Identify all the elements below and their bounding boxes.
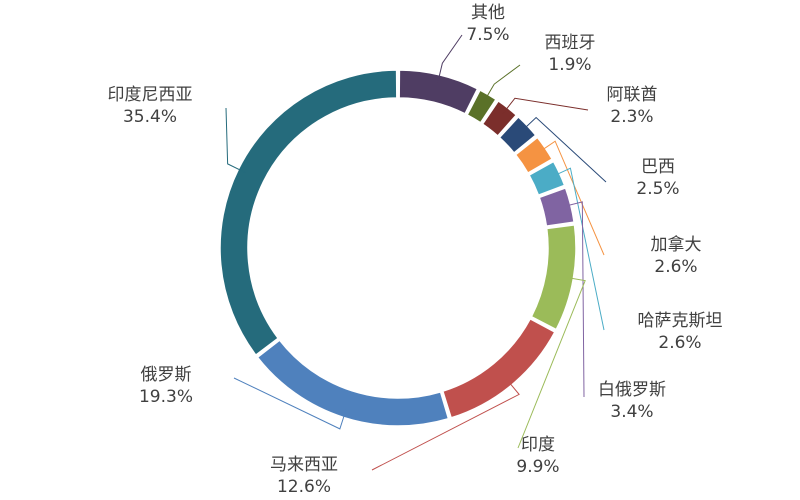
slice-percent: 19.3%: [139, 387, 193, 407]
leader-line-印度: [517, 276, 586, 449]
slice-percent: 2.6%: [654, 257, 697, 277]
slice-label-白俄罗斯: 白俄罗斯 3.4%: [598, 380, 666, 422]
slice-西班牙: [466, 89, 497, 124]
leader-line-阿联酋: [502, 97, 589, 115]
slice-label-印度: 印度 9.9%: [516, 435, 559, 477]
leader-line-印度尼西亚: [225, 107, 246, 174]
slice-name: 其他: [471, 3, 505, 23]
slice-加拿大: [514, 136, 554, 175]
slice-哈萨克斯坦: [528, 160, 566, 197]
slice-name: 加拿大: [651, 234, 702, 255]
slice-percent: 2.6%: [658, 333, 701, 353]
slice-percent: 3.4%: [610, 402, 653, 422]
slice-label-马来西亚: 马来西亚 12.6%: [270, 455, 338, 497]
slice-label-印度尼西亚: 印度尼西亚 35.4%: [108, 85, 193, 127]
slice-percent: 1.9%: [548, 55, 591, 75]
slice-name: 印度: [521, 435, 555, 455]
slice-name: 俄罗斯: [141, 365, 192, 385]
leader-line-西班牙: [483, 64, 521, 102]
slice-percent: 2.3%: [610, 107, 653, 127]
slice-percent: 7.5%: [466, 25, 509, 45]
slice-name: 西班牙: [545, 33, 596, 53]
slice-name: 阿联酋: [607, 85, 658, 105]
slice-percent: 9.9%: [516, 457, 559, 477]
slice-label-哈萨克斯坦: 哈萨克斯坦 2.6%: [638, 311, 723, 353]
slice-name: 哈萨克斯坦: [638, 311, 723, 331]
slice-label-巴西: 巴西 2.5%: [636, 157, 679, 199]
slice-俄罗斯: [256, 339, 450, 427]
slice-阿联酋: [481, 99, 518, 138]
leader-line-其他: [437, 34, 463, 83]
slice-percent: 12.6%: [277, 477, 331, 497]
slice-马来西亚: [441, 317, 556, 419]
leader-line-巴西: [521, 116, 607, 183]
leader-line-白俄罗斯: [562, 201, 585, 398]
slice-name: 马来西亚: [270, 455, 338, 475]
slice-percent: 2.5%: [636, 179, 679, 199]
slice-印度尼西亚: [219, 69, 398, 357]
slice-label-阿联酋: 阿联酋 2.3%: [607, 85, 658, 127]
slice-name: 巴西: [641, 157, 675, 177]
leader-line-哈萨克斯坦: [552, 167, 605, 331]
slice-label-俄罗斯: 俄罗斯 19.3%: [139, 365, 193, 407]
slice-name: 印度尼西亚: [108, 85, 193, 105]
slice-label-西班牙: 西班牙 1.9%: [545, 33, 596, 75]
leader-line-加拿大: [538, 140, 605, 256]
slice-label-加拿大: 加拿大 2.6%: [651, 234, 702, 277]
slice-其他: [398, 69, 479, 115]
slice-白俄罗斯: [538, 187, 575, 228]
leader-line-俄罗斯: [233, 377, 347, 430]
slice-name: 白俄罗斯: [598, 380, 666, 400]
slice-label-其他: 其他 7.5%: [466, 3, 509, 45]
slice-percent: 35.4%: [123, 107, 177, 127]
slice-印度: [530, 224, 577, 331]
leader-line-马来西亚: [371, 378, 520, 471]
